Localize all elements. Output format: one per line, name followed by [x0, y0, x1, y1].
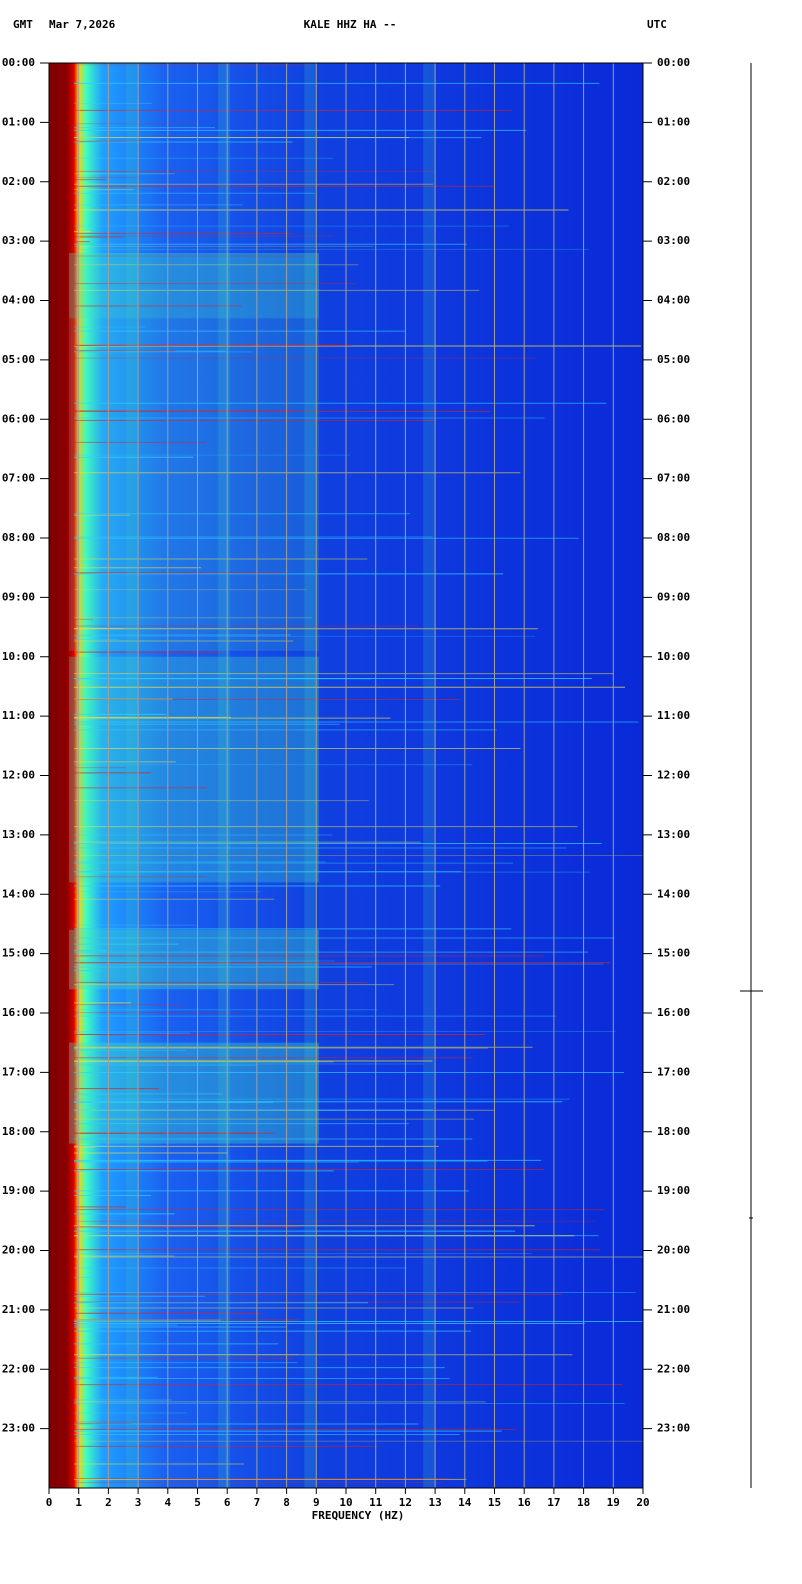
chart-title: KALE HHZ HA -- — [304, 18, 397, 31]
y-tick-label: 01:00 — [2, 115, 35, 128]
x-tick-label: 3 — [135, 1496, 142, 1509]
y-tick-label: 03:00 — [657, 234, 690, 247]
y-tick-label: 19:00 — [2, 1184, 35, 1197]
y-tick-label: 06:00 — [2, 412, 35, 425]
activity-band — [69, 318, 319, 651]
frequency-band — [126, 63, 139, 1488]
y-tick-label: 08:00 — [2, 531, 35, 544]
y-tick-label: 00:00 — [2, 56, 35, 69]
x-tick-label: 2 — [105, 1496, 112, 1509]
x-tick-label: 5 — [194, 1496, 201, 1509]
frequency-band — [218, 63, 231, 1488]
y-tick-label: 17:00 — [2, 1065, 35, 1078]
y-tick-label: 04:00 — [2, 294, 35, 307]
y-tick-label: 19:00 — [657, 1184, 690, 1197]
frequency-band — [304, 63, 317, 1488]
y-tick-label: 14:00 — [2, 887, 35, 900]
x-tick-label: 8 — [283, 1496, 290, 1509]
x-tick-label: 7 — [254, 1496, 261, 1509]
y-tick-label: 13:00 — [2, 828, 35, 841]
y-tick-label: 08:00 — [657, 531, 690, 544]
y-tick-label: 21:00 — [657, 1303, 690, 1316]
y-tick-label: 11:00 — [657, 709, 690, 722]
y-tick-label: 12:00 — [2, 769, 35, 782]
y-tick-label: 23:00 — [657, 1422, 690, 1435]
y-tick-label: 21:00 — [2, 1303, 35, 1316]
y-tick-label: 10:00 — [657, 650, 690, 663]
y-tick-label: 16:00 — [2, 1006, 35, 1019]
y-tick-label: 22:00 — [657, 1362, 690, 1375]
y-tick-label: 16:00 — [657, 1006, 690, 1019]
x-tick-label: 20 — [636, 1496, 649, 1509]
x-tick-label: 12 — [399, 1496, 412, 1509]
x-tick-label: 1 — [75, 1496, 82, 1509]
x-tick-label: 15 — [488, 1496, 501, 1509]
y-tick-label: 22:00 — [2, 1362, 35, 1375]
y-tick-label: 09:00 — [2, 590, 35, 603]
y-tick-label: 02:00 — [2, 175, 35, 188]
y-tick-label: 05:00 — [2, 353, 35, 366]
frequency-band — [423, 63, 436, 1488]
activity-band — [69, 253, 319, 319]
x-tick-label: 10 — [339, 1496, 352, 1509]
activity-band — [69, 929, 319, 990]
y-tick-label: 07:00 — [657, 472, 690, 485]
x-axis-label: FREQUENCY (HZ) — [312, 1509, 405, 1522]
y-tick-label: 18:00 — [657, 1125, 690, 1138]
timezone-left: GMT — [13, 18, 33, 31]
y-tick-label: 06:00 — [657, 412, 690, 425]
y-tick-label: 02:00 — [657, 175, 690, 188]
y-tick-label: 17:00 — [657, 1065, 690, 1078]
x-tick-label: 13 — [428, 1496, 441, 1509]
plot-frame — [48, 62, 644, 1489]
timezone-right: UTC — [647, 18, 667, 31]
y-tick-label: 10:00 — [2, 650, 35, 663]
y-tick-label: 18:00 — [2, 1125, 35, 1138]
y-tick-label: 14:00 — [657, 887, 690, 900]
x-tick-label: 11 — [369, 1496, 383, 1509]
y-tick-label: 01:00 — [657, 115, 690, 128]
x-tick-label: 0 — [46, 1496, 53, 1509]
x-tick-label: 14 — [458, 1496, 472, 1509]
y-tick-label: 15:00 — [2, 947, 35, 960]
x-tick-label: 6 — [224, 1496, 231, 1509]
y-tick-label: 20:00 — [2, 1244, 35, 1257]
x-tick-label: 9 — [313, 1496, 320, 1509]
x-tick-label: 18 — [577, 1496, 590, 1509]
y-tick-label: 20:00 — [657, 1244, 690, 1257]
y-tick-label: 05:00 — [657, 353, 690, 366]
activity-band — [69, 656, 319, 883]
x-tick-label: 16 — [518, 1496, 532, 1509]
y-tick-label: 15:00 — [657, 947, 690, 960]
activity-band — [69, 1042, 319, 1144]
y-tick-label: 04:00 — [657, 294, 690, 307]
spectrogram-texture — [69, 63, 643, 1488]
y-tick-label: 11:00 — [2, 709, 35, 722]
y-tick-label: 09:00 — [657, 590, 690, 603]
y-tick-label: 12:00 — [657, 769, 690, 782]
y-tick-label: 00:00 — [657, 56, 690, 69]
x-tick-label: 4 — [164, 1496, 171, 1509]
x-tick-label: 19 — [607, 1496, 620, 1509]
x-tick-label: 17 — [547, 1496, 560, 1509]
date: Mar 7,2026 — [49, 18, 116, 31]
y-tick-label: 07:00 — [2, 472, 35, 485]
y-tick-label: 23:00 — [2, 1422, 35, 1435]
y-tick-label: 03:00 — [2, 234, 35, 247]
y-tick-label: 13:00 — [657, 828, 690, 841]
